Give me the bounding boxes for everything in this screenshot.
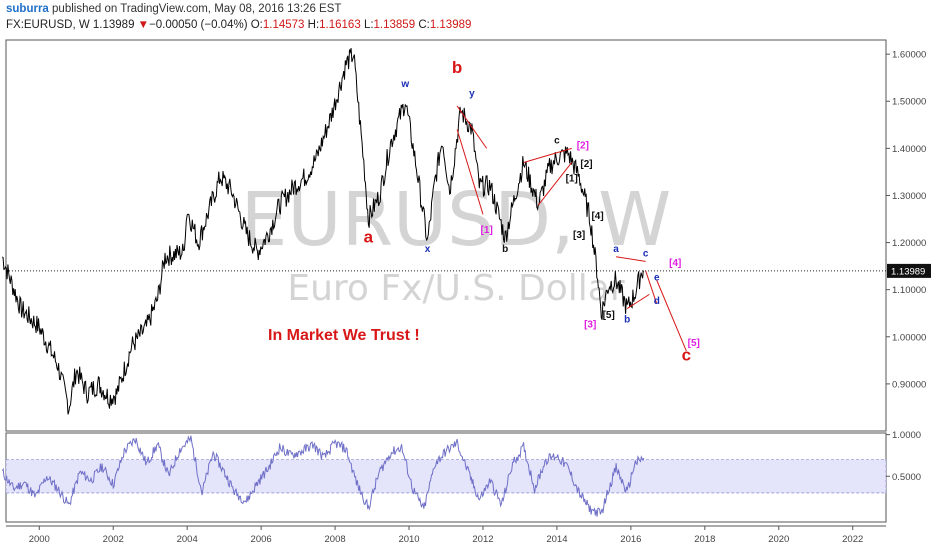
price-tick-label: 1.30000 <box>892 191 926 202</box>
symbol-watermark: EURUSD, W <box>241 177 672 263</box>
time-tick-label: 2016 <box>620 534 641 545</box>
wave-label: b <box>624 315 630 326</box>
main-pane-frame <box>5 39 887 432</box>
wave-label: [4] <box>669 258 681 269</box>
oscillator-tick-label: 1.0000 <box>892 430 921 441</box>
time-tick-label: 2020 <box>768 534 789 545</box>
wave-label: e <box>654 272 660 283</box>
oscillator-line <box>1 435 645 517</box>
open-value: 1.14573 <box>262 19 305 31</box>
wave-label: [3] <box>584 319 596 330</box>
oscillator-band <box>5 459 887 494</box>
open-label: O: <box>250 19 263 31</box>
price-tick-label: 1.60000 <box>892 50 926 61</box>
high-label: H: <box>307 19 320 31</box>
wave-label: a <box>613 244 619 255</box>
low-value: 1.13859 <box>373 19 416 31</box>
wave-label: w <box>400 79 409 90</box>
wave-trendline <box>616 256 646 262</box>
price-change: −0.00050 (−0.04%) <box>149 19 248 31</box>
wave-label: y <box>469 89 475 100</box>
symbol-label: FX:EURUSD, W 1.13989 <box>6 19 135 31</box>
last-price-tag <box>887 263 931 278</box>
time-tick-label: 2004 <box>177 534 198 545</box>
wave-label: [5] <box>688 338 700 349</box>
close-label: C: <box>418 19 430 31</box>
time-tick-label: 2014 <box>546 534 567 545</box>
wave-label: x <box>425 244 431 255</box>
wave-label: [4] <box>591 211 603 222</box>
wave-label: b <box>452 58 462 77</box>
name-watermark: Euro Fx/U.S. Dollar <box>287 268 625 309</box>
wave-trendline <box>645 270 658 304</box>
time-tick-label: 2000 <box>29 534 50 545</box>
wave-trendline <box>456 129 484 215</box>
price-tick-label: 1.40000 <box>892 144 926 155</box>
wave-trendline <box>626 293 650 309</box>
time-tick-label: 2018 <box>694 534 715 545</box>
publish-info: published on TradingView.com, May 08, 20… <box>48 3 342 15</box>
wave-label: [5] <box>603 310 615 321</box>
wave-trendline <box>523 147 572 163</box>
price-series-line <box>1 47 645 415</box>
down-arrow-icon: ▼ <box>137 19 150 31</box>
price-tick-label: 0.90000 <box>892 379 926 390</box>
wave-trendline <box>538 162 573 206</box>
wave-label: [3] <box>573 230 585 241</box>
price-tick-label: 1.10000 <box>892 285 926 296</box>
price-tick-label: 1.50000 <box>892 97 926 108</box>
wave-label: c <box>682 345 691 364</box>
wave-label: a <box>364 228 374 247</box>
time-tick-label: 2012 <box>472 534 493 545</box>
symbol-ohlc-line: FX:EURUSD, W 1.13989 ▼−0.00050 (−0.04%) … <box>6 19 471 31</box>
publish-line: suburra published on TradingView.com, Ma… <box>6 3 341 15</box>
wave-label: c <box>643 249 649 260</box>
time-tick-label: 2008 <box>325 534 346 545</box>
wave-trendline <box>456 105 488 149</box>
last-price-tag-label: 1.13989 <box>891 266 925 277</box>
wave-label: [1] <box>566 173 578 184</box>
time-tick-label: 2022 <box>842 534 863 545</box>
time-tick-label: 2010 <box>398 534 419 545</box>
author-link[interactable]: suburra <box>6 3 49 15</box>
oscillator-tick-label: 0.5000 <box>892 472 921 483</box>
wave-label: [2] <box>580 159 592 170</box>
wave-label: [1] <box>481 225 493 236</box>
close-value: 1.13989 <box>429 19 472 31</box>
low-label: L: <box>363 19 374 31</box>
price-tick-label: 1.20000 <box>892 238 926 249</box>
price-tick-label: 1.00000 <box>892 332 926 343</box>
wave-label: [2] <box>577 140 589 151</box>
wave-label: d <box>654 296 660 307</box>
wave-label: c <box>554 136 560 147</box>
wave-label: b <box>502 244 508 255</box>
time-tick-label: 2006 <box>251 534 272 545</box>
high-value: 1.16163 <box>319 19 361 31</box>
wave-trendline <box>656 280 687 352</box>
chart-note: In Market We Trust ! <box>268 327 420 344</box>
time-tick-label: 2002 <box>103 534 124 545</box>
